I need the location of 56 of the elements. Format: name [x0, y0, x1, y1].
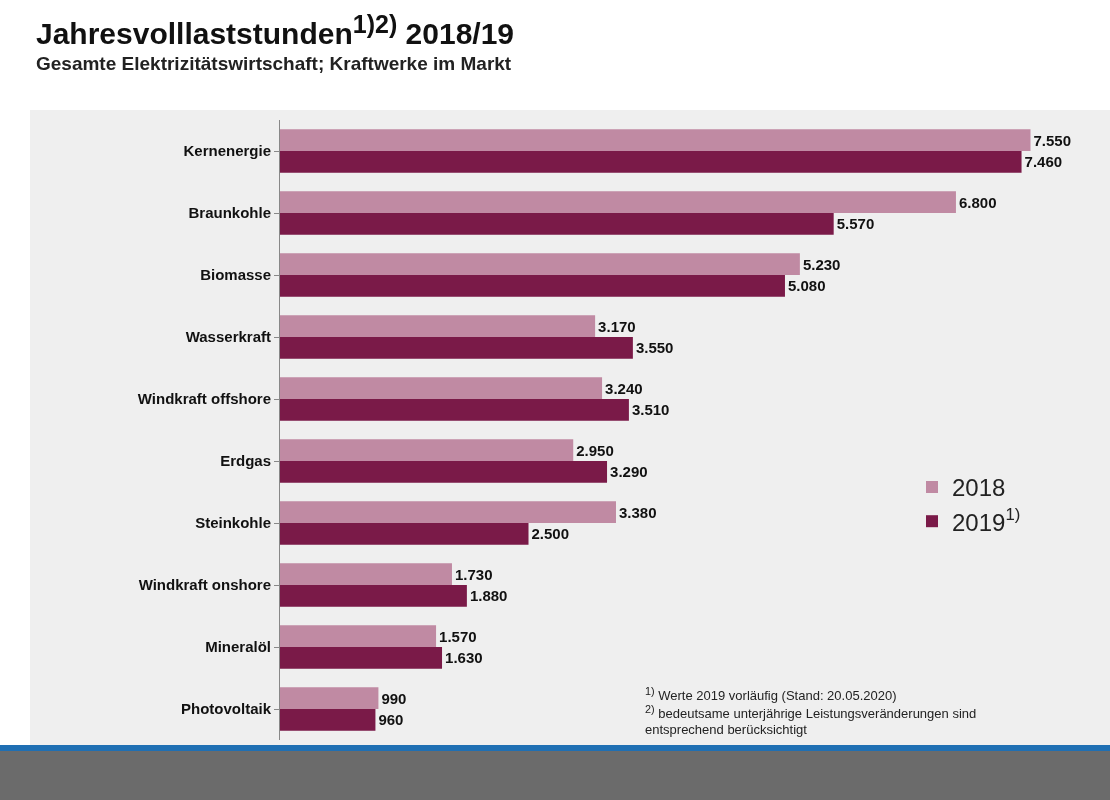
- y-tick-label: Photovoltaik: [180, 700, 272, 718]
- bar: [280, 563, 452, 585]
- bar: [280, 585, 467, 607]
- y-tick-label: Wasserkraft: [185, 328, 271, 346]
- bar: [280, 377, 603, 399]
- bar: [280, 151, 1022, 173]
- legend-label: 2019$^{1)}$: [952, 505, 1021, 536]
- bar: [280, 337, 633, 359]
- bar: [280, 315, 596, 337]
- data-label: 990: [381, 689, 407, 707]
- y-tick-label: Steinkohle: [195, 514, 271, 532]
- bar: [280, 275, 785, 297]
- bar: [280, 213, 834, 235]
- annotation: $^{1)}$ Werte 2019 vorläufig (Stand: 20.05.2020): [645, 685, 898, 704]
- y-tick-label: Braunkohle: [188, 204, 271, 222]
- data-label: 2.500: [531, 525, 570, 543]
- y-tick-label: Biomasse: [200, 266, 271, 284]
- bar: [280, 687, 379, 709]
- y-tick-label: Erdgas: [220, 452, 271, 470]
- data-label: 3.170: [598, 317, 636, 335]
- bar: [280, 399, 629, 421]
- chart-title: Jahresvolllaststunden$^{1)2)}$ 2018/19: [36, 10, 515, 51]
- data-label: 3.510: [631, 401, 670, 419]
- annotation: $^{2)}$ bedeutsame unterjährige Leistungsveränderungen sind entsprechend berücksichtigt: [645, 703, 978, 737]
- bar: [280, 129, 1031, 151]
- y-tick-label: Mineralöl: [205, 638, 271, 656]
- data-label: 960: [378, 711, 404, 729]
- data-label: 1.880: [469, 587, 508, 605]
- data-label: 3.550: [635, 339, 674, 357]
- data-label: 3.380: [618, 503, 657, 521]
- y-tick-label: Windkraft onshore: [138, 576, 271, 594]
- bar: [280, 523, 529, 545]
- data-label: 3.240: [605, 379, 643, 397]
- data-label: 7.460: [1024, 153, 1063, 171]
- data-label: 7.550: [1033, 131, 1072, 149]
- legend-label: 2018: [952, 474, 1006, 502]
- bar: [280, 501, 616, 523]
- data-label: 5.080: [787, 277, 826, 295]
- y-tick-label: Windkraft offshore: [137, 390, 271, 408]
- y-tick-label: Kernenergie: [183, 142, 271, 160]
- data-label: 1.730: [454, 565, 493, 583]
- data-label: 2.950: [576, 441, 614, 459]
- bar: [280, 253, 800, 275]
- bar: [280, 709, 376, 731]
- data-label: 5.230: [802, 255, 841, 273]
- bar: [280, 191, 956, 213]
- bar: [280, 647, 443, 669]
- bar: [280, 439, 574, 461]
- chart-subtitle: Gesamte Elektrizitätswirtschaft; Kraftwerke im Markt: [36, 53, 513, 75]
- bar: [280, 625, 437, 647]
- data-label: 3.290: [610, 463, 648, 481]
- data-label: 1.630: [445, 649, 483, 667]
- bar: [280, 461, 608, 483]
- data-label: 1.570: [439, 627, 477, 645]
- data-label: 5.570: [836, 215, 875, 233]
- data-label: 6.800: [958, 193, 997, 211]
